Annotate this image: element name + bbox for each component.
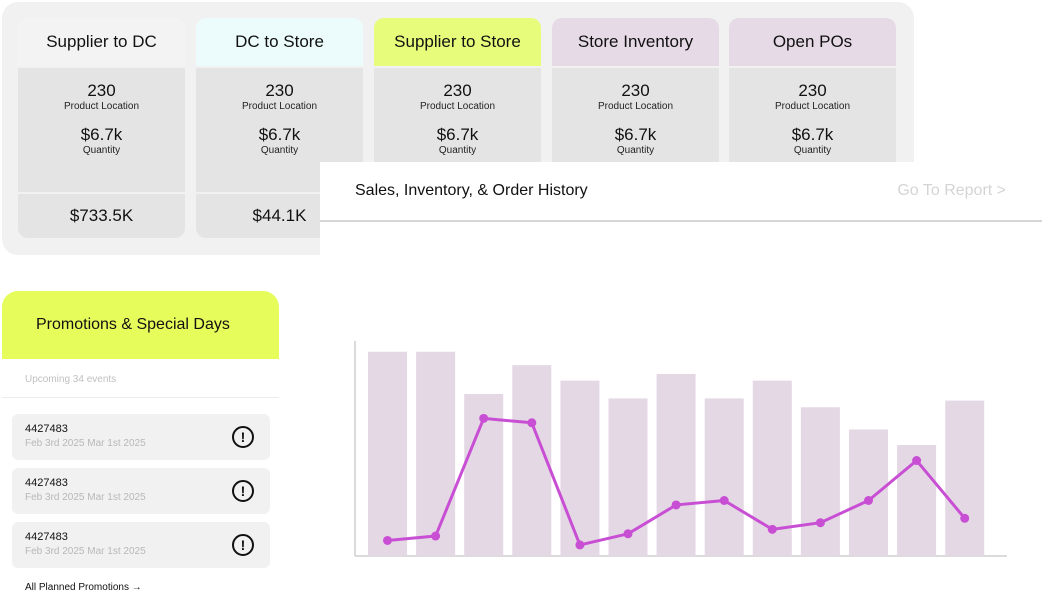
chart-point <box>912 456 922 466</box>
alert-glyph: ! <box>240 483 246 499</box>
quantity-value: $6.7k <box>614 125 657 144</box>
chart-bar <box>512 365 552 556</box>
promotion-id: 4427483 <box>25 423 68 435</box>
chart-bar <box>945 400 985 556</box>
chart-point <box>431 531 441 541</box>
card-title: Open POs <box>729 18 896 66</box>
promotion-item[interactable]: 4427483 Feb 3rd 2025 Mar 1st 2025 ! <box>12 468 270 514</box>
card-metrics: 230 Product Location $6.7k Quantity <box>18 68 185 192</box>
promotion-dates: Feb 3rd 2025 Mar 1st 2025 <box>25 546 146 557</box>
product-location-value: 230 <box>265 81 294 100</box>
all-planned-promotions-link[interactable]: All Planned Promotions → <box>25 582 142 593</box>
quantity-value: $6.7k <box>258 125 301 144</box>
quantity-label: Quantity <box>616 145 655 156</box>
chart-point <box>719 496 729 505</box>
sales-history-panel: Sales, Inventory, & Order History Go To … <box>320 162 1042 609</box>
chart-point <box>671 500 681 510</box>
chart-point <box>864 496 873 505</box>
chart-bar <box>656 373 696 556</box>
chart-bar <box>849 429 888 556</box>
alert-glyph: ! <box>240 429 246 445</box>
chart-bar <box>560 380 600 556</box>
chart-bar <box>368 351 407 556</box>
promotion-id: 4427483 <box>25 477 68 489</box>
promotion-dates: Feb 3rd 2025 Mar 1st 2025 <box>25 492 146 503</box>
divider <box>2 397 279 398</box>
product-location-value: 230 <box>798 81 827 100</box>
chart-point <box>960 513 970 523</box>
card-total: $733.5K <box>18 194 185 238</box>
promotion-dates: Feb 3rd 2025 Mar 1st 2025 <box>25 438 146 449</box>
product-location-label: Product Location <box>63 101 140 112</box>
quantity-value: $6.7k <box>80 125 123 144</box>
chart-point <box>383 535 392 545</box>
alert-icon[interactable]: ! <box>232 426 254 448</box>
product-location-label: Product Location <box>597 101 674 112</box>
product-location-label: Product Location <box>774 101 851 112</box>
chart-bar <box>800 407 840 556</box>
promotion-item[interactable]: 4427483 Feb 3rd 2025 Mar 1st 2025 ! <box>12 522 270 568</box>
promotions-title: Promotions & Special Days <box>36 316 230 333</box>
card-title: Store Inventory <box>552 18 719 66</box>
quantity-label: Quantity <box>793 145 832 156</box>
product-location-value: 230 <box>443 81 472 100</box>
upcoming-events-count: Upcoming 34 events <box>25 374 117 385</box>
sales-header: Sales, Inventory, & Order History Go To … <box>320 162 1042 222</box>
chart-point <box>815 518 825 528</box>
promotions-header: Promotions & Special Days <box>2 291 279 359</box>
card-title: Supplier to DC <box>18 18 185 66</box>
promotion-id: 4427483 <box>25 531 68 543</box>
chart-point <box>575 540 585 550</box>
chart-point <box>527 418 537 428</box>
go-to-report-link[interactable]: Go To Report > <box>897 182 1006 199</box>
card-title: DC to Store <box>196 18 363 66</box>
product-location-label: Product Location <box>419 101 496 112</box>
quantity-label: Quantity <box>438 145 477 156</box>
product-location-label: Product Location <box>241 101 318 112</box>
alert-icon[interactable]: ! <box>232 480 254 502</box>
chart-bar <box>704 398 744 556</box>
card-title: Supplier to Store <box>374 18 541 66</box>
quantity-value: $6.7k <box>791 125 834 144</box>
chart-point <box>479 413 489 423</box>
chart-point <box>767 524 777 534</box>
product-location-value: 230 <box>87 81 116 100</box>
product-location-value: 230 <box>621 81 650 100</box>
sales-inventory-chart <box>354 341 1007 557</box>
card-supplier-to-dc[interactable]: Supplier to DC 230 Product Location $6.7… <box>18 18 185 238</box>
quantity-label: Quantity <box>82 145 121 156</box>
alert-glyph: ! <box>240 537 246 553</box>
summary-panel: Supplier to DC 230 Product Location $6.7… <box>2 2 914 255</box>
sales-title: Sales, Inventory, & Order History <box>355 182 588 199</box>
quantity-value: $6.7k <box>436 125 479 144</box>
chart-bar <box>416 351 456 556</box>
alert-icon[interactable]: ! <box>232 534 254 556</box>
quantity-label: Quantity <box>260 145 299 156</box>
promotion-item[interactable]: 4427483 Feb 3rd 2025 Mar 1st 2025 ! <box>12 414 270 460</box>
chart-point <box>623 529 633 539</box>
